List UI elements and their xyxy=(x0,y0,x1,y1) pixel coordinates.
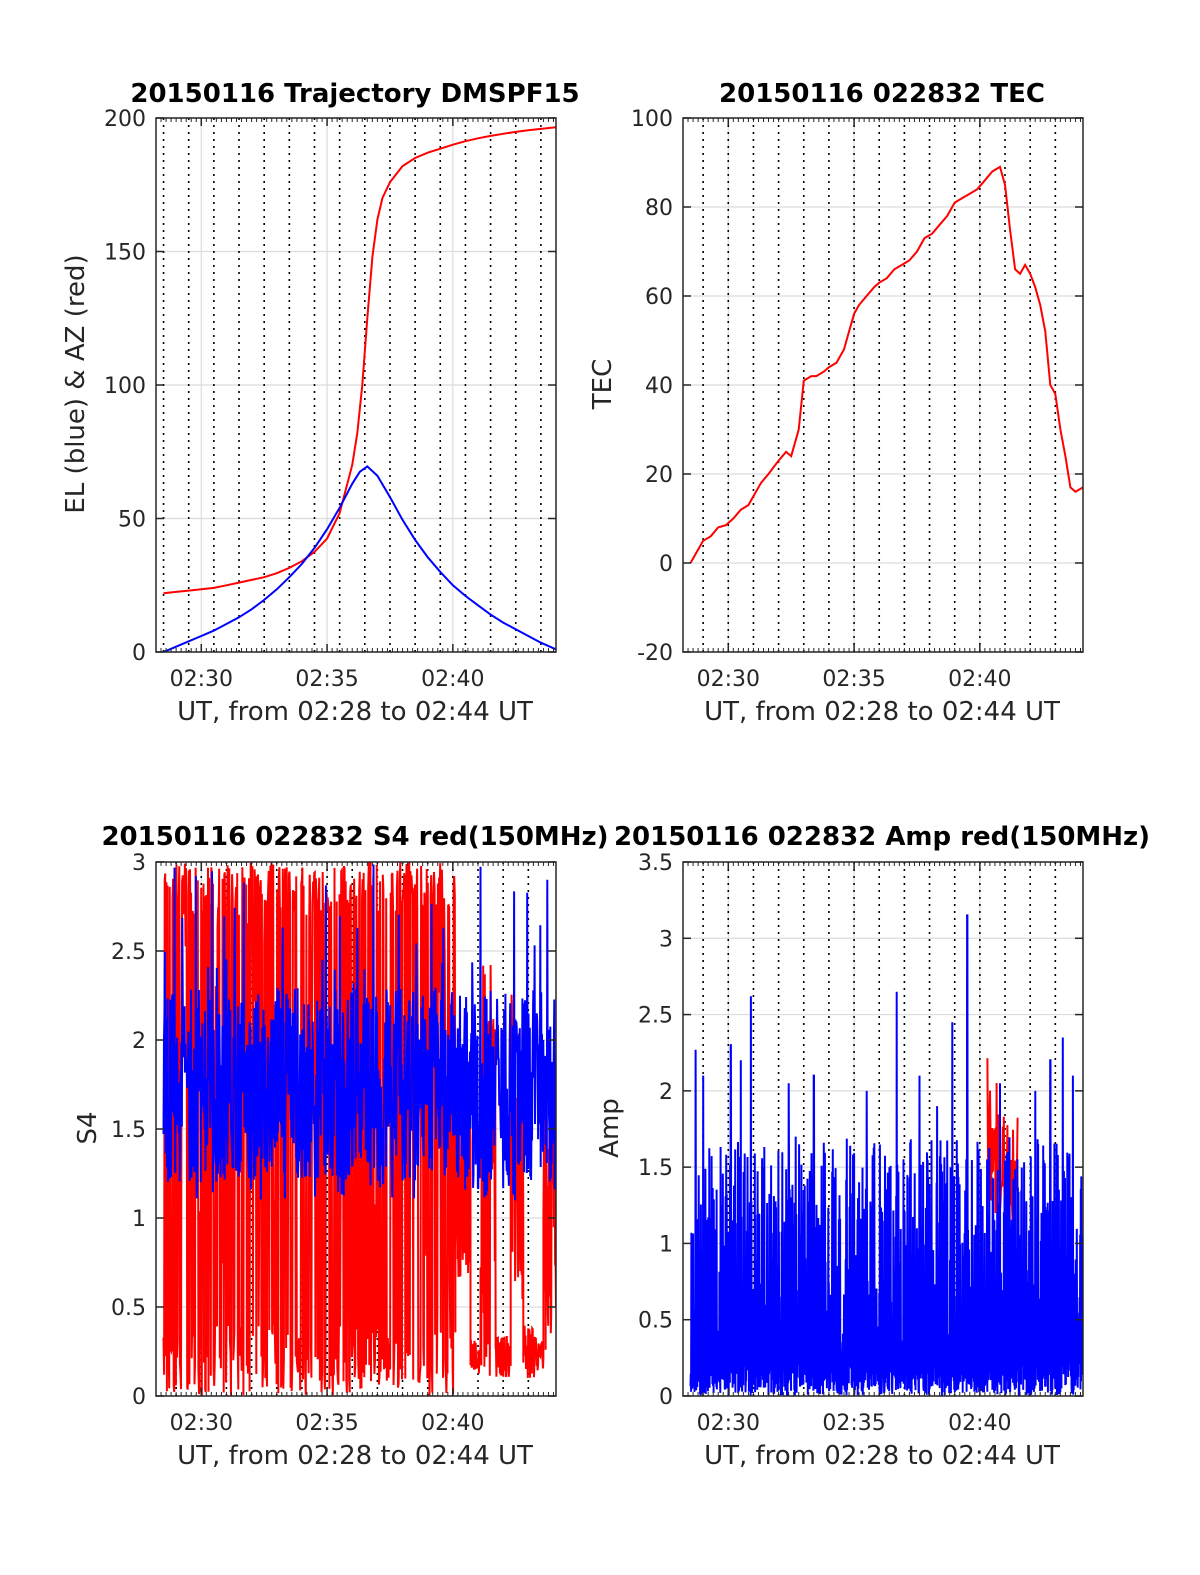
x-tick-label: 02:30 xyxy=(697,667,760,692)
plot-series-group xyxy=(163,126,556,652)
plot-series-group xyxy=(689,165,1083,564)
chart-title: 20150116 Trajectory DMSPF15 xyxy=(130,79,579,109)
y-tick-label: 20 xyxy=(645,463,673,488)
y-tick-label: 100 xyxy=(104,374,146,399)
panel-tec: -20 0 20 40 60 80 100 02:30 02:35 02:40 20150116 0… xyxy=(588,79,1084,727)
chart-title: 20150116 022832 S4 red(150MHz) xyxy=(101,822,608,852)
chart-title: 20150116 022832 TEC xyxy=(719,79,1045,109)
x-tick-label: 02:35 xyxy=(295,1411,358,1436)
x-tick-label: 02:35 xyxy=(822,667,885,692)
red-series-line xyxy=(689,165,1083,564)
y-tick-label: 2.5 xyxy=(111,940,146,965)
y-tick-label: 1 xyxy=(659,1232,673,1257)
y-tick-label: 3.5 xyxy=(638,851,673,876)
minor-ticks xyxy=(682,118,1081,652)
y-tick-label: 80 xyxy=(645,196,673,221)
blue-series-line xyxy=(689,914,1083,1396)
y-tick-label: 0 xyxy=(132,641,146,666)
x-tick-label: 02:35 xyxy=(295,667,358,692)
y-tick-label: 60 xyxy=(645,285,673,310)
y-tick-label: 1 xyxy=(132,1207,146,1232)
blue-series-line xyxy=(162,864,556,1201)
y-tick-label: 2 xyxy=(132,1029,146,1054)
y-tick-label: 50 xyxy=(118,508,146,533)
y-tick-label: 3 xyxy=(132,851,146,876)
panel-s4: 0 0.5 1 1.5 2 2.5 3 02:30 02:35 02:40 20150116 022… xyxy=(73,822,609,1471)
y-axis-label: TEC xyxy=(588,359,618,410)
y-tick-label: 200 xyxy=(104,107,146,132)
x-axis-label: UT, from 02:28 to 02:44 UT xyxy=(177,697,533,727)
x-tick-label: 02:35 xyxy=(822,1411,885,1436)
y-axis-label: EL (blue) & AZ (red) xyxy=(61,254,91,513)
x-axis-label: UT, from 02:28 to 02:44 UT xyxy=(704,697,1060,727)
y-axis-label: Amp xyxy=(595,1098,625,1158)
y-axis-label: S4 xyxy=(73,1111,103,1144)
x-axis-label: UT, from 02:28 to 02:44 UT xyxy=(704,1441,1060,1471)
plot-series-group xyxy=(689,914,1083,1396)
y-tick-label: 40 xyxy=(645,374,673,399)
x-tick-label: 02:40 xyxy=(421,667,484,692)
x-axis-label: UT, from 02:28 to 02:44 UT xyxy=(177,1441,533,1471)
y-tick-label: 0 xyxy=(659,552,673,577)
y-tick-label: 0.5 xyxy=(111,1296,146,1321)
y-tick-label: 1.5 xyxy=(638,1156,673,1181)
y-tick-label: 0 xyxy=(132,1385,146,1410)
x-tick-label: 02:30 xyxy=(170,667,233,692)
y-tick-label: 0 xyxy=(659,1385,673,1410)
x-tick-label: 02:30 xyxy=(170,1411,233,1436)
y-tick-label: 2 xyxy=(659,1080,673,1105)
x-tick-label: 02:40 xyxy=(948,667,1011,692)
y-tick-label: 150 xyxy=(104,241,146,266)
x-tick-label: 02:30 xyxy=(697,1411,760,1436)
red-series-line xyxy=(163,126,556,595)
y-tick-label: 100 xyxy=(631,107,673,132)
panel-amp: 0 0.5 1 1.5 2 2.5 3 3.5 02:30 02:35 02:40 20150116 … xyxy=(595,822,1150,1471)
chart-title: 20150116 022832 Amp red(150MHz) xyxy=(614,822,1150,852)
x-tick-label: 02:40 xyxy=(948,1411,1011,1436)
axes-box xyxy=(682,861,1084,1397)
y-tick-label: 0.5 xyxy=(638,1309,673,1334)
minor-ticks xyxy=(155,862,554,1396)
y-tick-label: 2.5 xyxy=(638,1004,673,1029)
y-tick-label: 1.5 xyxy=(111,1118,146,1143)
plot-series-group xyxy=(162,862,556,1396)
blue-series-line xyxy=(163,465,556,652)
y-tick-label: -20 xyxy=(637,641,673,666)
panel-trajectory: 0 50 100 150 200 02:30 02:35 02:40 20150116 Traj… xyxy=(61,79,580,727)
y-tick-label: 3 xyxy=(659,927,673,952)
x-tick-label: 02:40 xyxy=(421,1411,484,1436)
